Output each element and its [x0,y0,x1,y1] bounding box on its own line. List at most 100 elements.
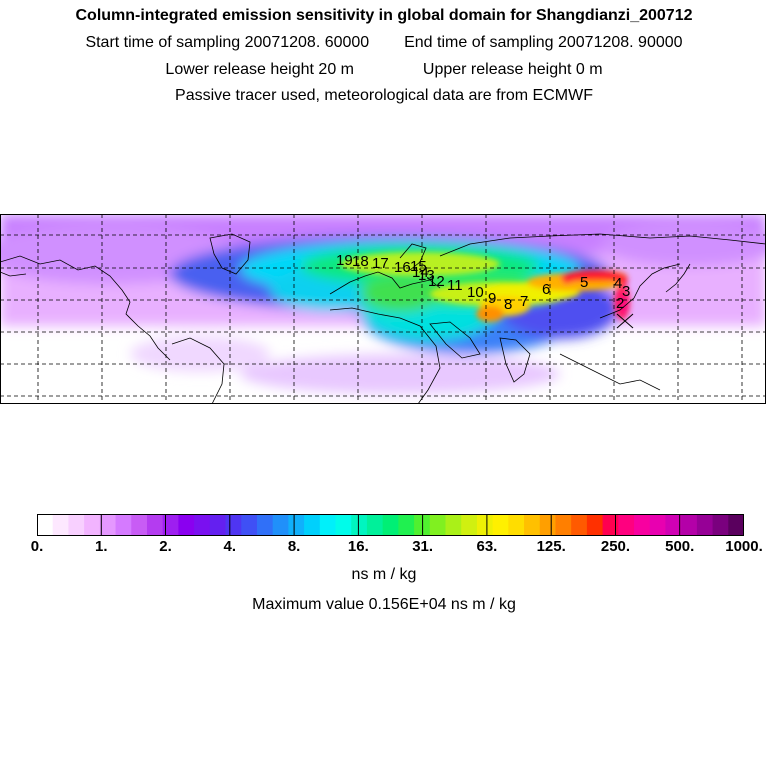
colorbar-swatch [618,514,635,536]
southeast-asia-coast [559,353,661,391]
colorbar-swatch [429,514,447,536]
colorbar-tick-label: 8. [287,538,301,555]
colorbar-tick-label: 500. [665,538,695,555]
trajectory-label-7: 7 [520,293,528,310]
africa-coast [329,307,441,404]
colorbar-swatch [728,514,744,536]
colorbar-tick-label: 250. [600,538,631,555]
north-america-coast [0,255,171,361]
colorbar-swatch [272,514,289,536]
colorbar-swatch [131,514,148,536]
colorbar-swatch [84,514,101,536]
receptor-marker [616,313,634,329]
colorbar-swatch [366,514,384,536]
trajectory-label-14: 14 [412,264,429,281]
graticule [0,214,766,404]
colorbar-swatch [508,514,525,536]
trajectory-label-11: 11 [447,277,463,294]
colorbar-swatch [209,514,227,536]
plot-title: Column-integrated emission sensitivity i… [75,7,693,24]
start-time-value: 20071208. 60000 [244,34,370,51]
colorbar-tick-label: 16. [347,538,369,555]
colorbar-swatch [37,514,54,536]
colorbar-swatch [146,514,164,536]
trajectory-label-9: 9 [488,290,496,307]
trajectory-label-4: 4 [614,275,622,292]
colorbar-swatch [445,514,462,536]
colorbar-swatch [696,514,714,536]
sensitivity-field [0,214,766,404]
start-time-label: Start time of sampling [85,34,241,51]
trajectory-label-17: 17 [372,255,389,272]
east-asia-coast [599,263,681,319]
colorbar-swatch [681,514,698,536]
colorbar-swatch [335,514,352,536]
colorbar-tick-label: 0. [30,538,44,555]
colorbar-swatch [288,514,305,536]
colorbar-dividers [100,514,681,536]
colorbar-swatch [162,514,179,536]
trajectory-label-2: 2 [616,295,624,312]
colorbar-swatch [461,514,478,536]
colorbar-swatch [52,514,70,536]
colorbar-tick-label: 63. [476,538,498,555]
arabia-coast [429,321,481,359]
trajectory-label-10: 10 [467,284,484,301]
trajectory-label-16: 16 [394,259,411,276]
alaska-coast [0,271,27,277]
colorbar-swatch [492,514,509,536]
colorbar-swatch [68,514,85,536]
sampling-times: Start time of sampling 20071208. 60000 E… [0,33,768,53]
colorbar-swatches [37,514,744,536]
colorbar-swatch [649,514,667,536]
south-america-coast [171,337,225,404]
colorbar-swatch [476,514,494,536]
colorbar-tick-label: 31. [412,538,434,555]
maximum-value: Maximum value 0.156E+04 ns m / kg [252,596,516,613]
colorbar-swatch [586,514,604,536]
colorbar-unit: ns m / kg [351,566,417,583]
map-frame [0,214,766,404]
colorbar-swatch [634,514,651,536]
colorbar-swatch [712,514,729,536]
asia-north-coast [439,233,766,257]
coastlines [0,233,766,404]
trajectory-label-3: 3 [622,283,630,300]
colorbar-swatch [524,514,541,536]
upper-release-label: Upper release height [422,61,572,78]
colorbar-swatch [319,514,337,536]
trajectory-label-18: 18 [352,253,369,270]
colorbar-tick-label: 2. [159,538,172,555]
japan-coast [665,263,691,293]
scandinavia-coast [399,243,427,271]
europe-coast [329,271,441,295]
colorbar-frame [37,514,744,536]
colorbar-swatch [241,514,258,536]
tracer-note: Passive tracer used, meteorological data… [175,87,593,104]
colorbar-swatch [398,514,415,536]
colorbar-tick-label: 125. [536,538,566,555]
end-time-label: End time of sampling [404,34,554,51]
colorbar-swatch [571,514,588,536]
trajectory-label-12: 12 [428,273,445,290]
release-heights: Lower release height 20 m Upper release … [0,60,768,80]
lower-release-label: Lower release height [165,61,314,78]
colorbar-swatch [539,514,557,536]
trajectory-label-5: 5 [580,274,588,291]
trajectory-label-6: 6 [542,281,550,298]
colorbar-tick-label: 1. [95,538,108,555]
colorbar-tick-label: 4. [223,538,237,555]
colorbar-swatch [382,514,399,536]
lower-release-value: 20 m [318,61,354,78]
colorbar-swatch [351,514,368,536]
colorbar-swatch [555,514,572,536]
colorbar-swatch [225,514,242,536]
colorbar-swatch [194,514,211,536]
colorbar-swatch [602,514,619,536]
colorbar-tick-label: 1000. [725,538,763,555]
end-time-value: 20071208. 90000 [557,34,683,51]
trajectory-label-15: 15 [410,258,427,275]
colorbar-swatch [665,514,682,536]
